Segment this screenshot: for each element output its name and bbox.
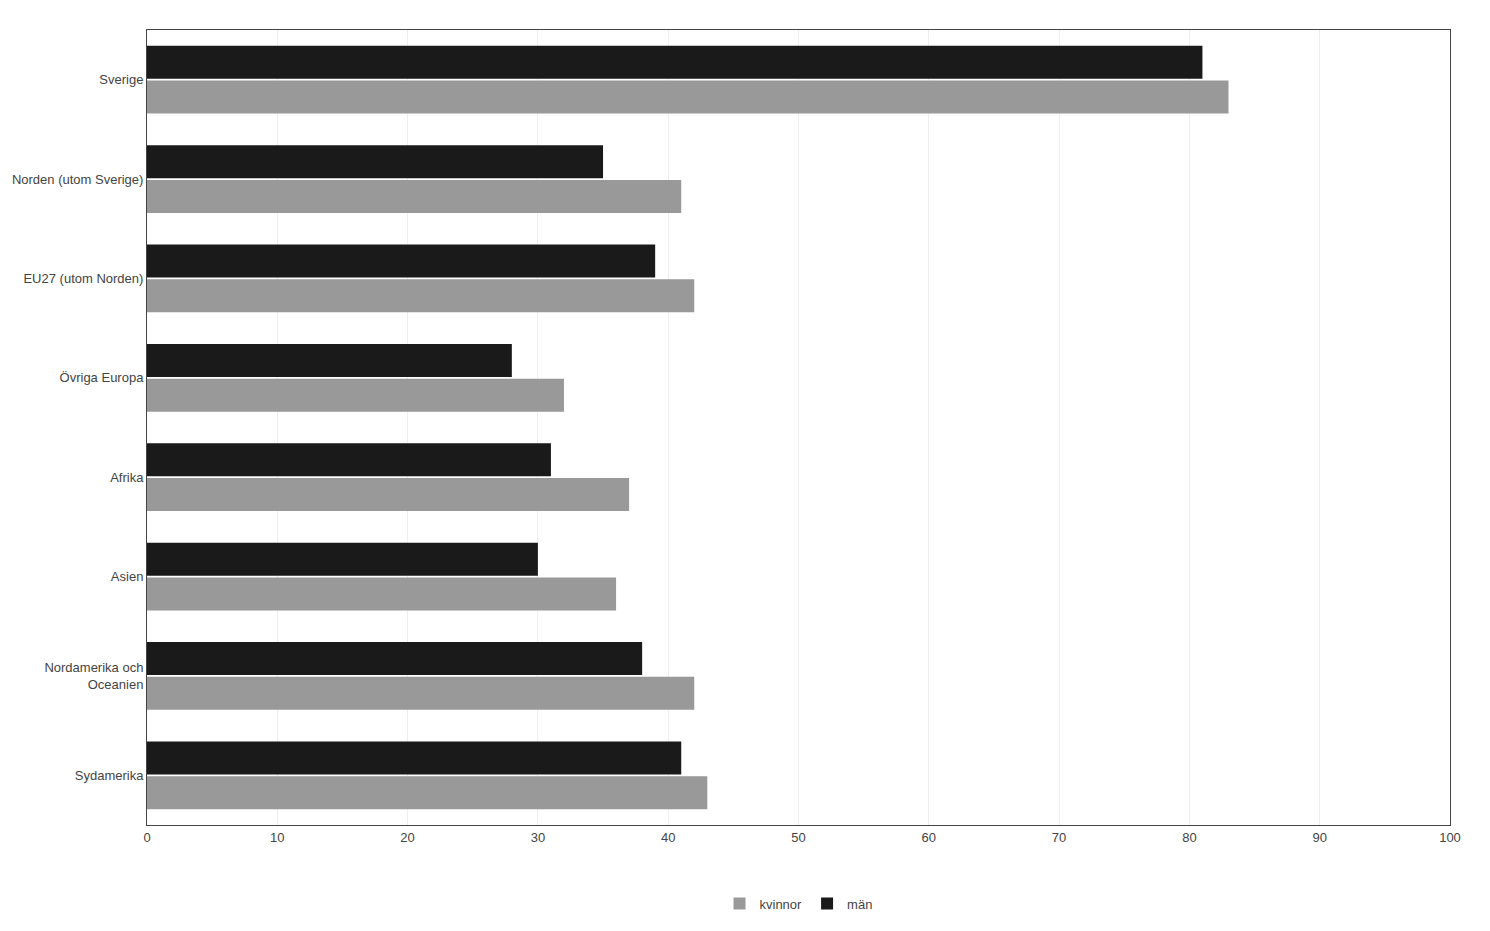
svg-text:Norden (utom Sverige): Norden (utom Sverige) bbox=[12, 172, 144, 187]
svg-text:Sverige: Sverige bbox=[99, 72, 143, 87]
svg-text:Nordamerika ochOceanien: Nordamerika ochOceanien bbox=[44, 660, 143, 692]
svg-text:män: män bbox=[847, 897, 872, 912]
svg-text:90: 90 bbox=[1312, 830, 1326, 845]
svg-text:Övriga Europa: Övriga Europa bbox=[60, 370, 145, 385]
svg-text:70: 70 bbox=[1052, 830, 1066, 845]
svg-text:0: 0 bbox=[143, 830, 150, 845]
svg-text:50: 50 bbox=[791, 830, 805, 845]
svg-text:Asien: Asien bbox=[111, 569, 144, 584]
svg-text:Sydamerika: Sydamerika bbox=[75, 768, 144, 783]
svg-text:60: 60 bbox=[922, 830, 936, 845]
svg-text:80: 80 bbox=[1182, 830, 1196, 845]
svg-text:20: 20 bbox=[400, 830, 414, 845]
svg-text:EU27 (utom Norden): EU27 (utom Norden) bbox=[23, 271, 143, 286]
svg-text:10: 10 bbox=[270, 830, 284, 845]
svg-text:Afrika: Afrika bbox=[110, 470, 144, 485]
svg-text:100: 100 bbox=[1439, 830, 1461, 845]
svg-text:30: 30 bbox=[531, 830, 545, 845]
svg-text:kvinnor: kvinnor bbox=[760, 897, 803, 912]
svg-text:40: 40 bbox=[661, 830, 675, 845]
